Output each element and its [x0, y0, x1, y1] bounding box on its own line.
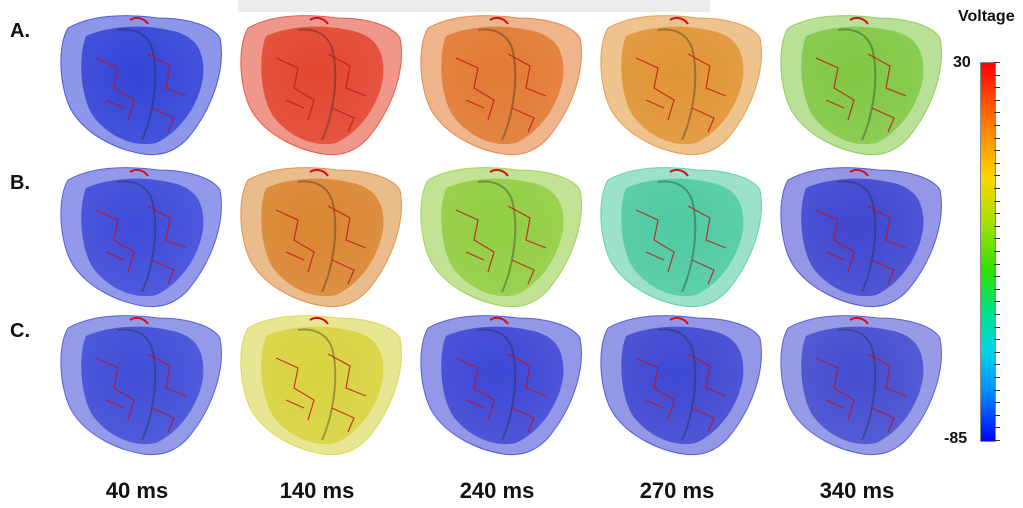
heart-render-b-340ms [768, 160, 946, 310]
colorbar-tick [994, 87, 1000, 89]
heart-render-b-240ms [408, 160, 586, 310]
colorbar-tick [994, 301, 1000, 303]
colorbar-tick [994, 162, 1000, 164]
heart-render-c-340ms [768, 308, 946, 458]
heart-render-c-140ms [228, 308, 406, 458]
time-label-140: 140 ms [279, 478, 355, 503]
heart-render-c-40ms [48, 308, 226, 458]
colorbar-tick [994, 326, 1000, 328]
time-label-40: 40 ms [105, 478, 169, 503]
colorbar-tick [994, 225, 1000, 227]
colorbar-tick [994, 213, 1000, 215]
colorbar-tick [994, 414, 1000, 416]
heart-render-a-140ms [228, 8, 406, 158]
heart-render-b-270ms [588, 160, 766, 310]
colorbar-tick [994, 440, 1000, 441]
colorbar-tick [994, 427, 1000, 429]
colorbar-tick [994, 288, 1000, 290]
legend-min: -85 [944, 430, 968, 447]
colorbar-tick [994, 200, 1000, 202]
top-strip [238, 0, 710, 12]
colorbar-tick [994, 389, 1000, 391]
heart-render-b-140ms [228, 160, 406, 310]
legend-title: Voltage [958, 8, 1015, 25]
colorbar-tick [994, 351, 1000, 353]
colorbar-tick [994, 125, 1000, 126]
legend-max: 30 [953, 54, 971, 71]
colorbar-tick [994, 150, 1000, 152]
colorbar-tick [994, 251, 1000, 252]
colorbar-tick [994, 238, 1000, 240]
colorbar-tick [994, 175, 1000, 177]
time-label-270: 270 ms [639, 478, 715, 503]
time-label-240: 240 ms [459, 478, 535, 503]
voltage-colorbar [980, 62, 996, 442]
colorbar-tick [994, 402, 1000, 404]
colorbar-tick [994, 364, 1000, 366]
row-label-b: B. [10, 172, 30, 194]
colorbar-tick [994, 137, 1000, 139]
colorbar-tick [994, 62, 1000, 63]
colorbar-tick [994, 339, 1000, 341]
heart-render-c-270ms [588, 308, 766, 458]
colorbar-tick [994, 263, 1000, 265]
row-label-a: A. [10, 20, 30, 42]
colorbar-tick [994, 314, 1000, 315]
heart-render-a-270ms [588, 8, 766, 158]
colorbar-tick [994, 188, 1000, 189]
heart-render-a-340ms [768, 8, 946, 158]
colorbar-tick [994, 112, 1000, 114]
heart-render-a-40ms [48, 8, 226, 158]
colorbar-tick [994, 276, 1000, 278]
heart-render-b-40ms [48, 160, 226, 310]
colorbar-tick [994, 74, 1000, 76]
colorbar-tick [994, 377, 1000, 378]
heart-render-c-240ms [408, 308, 586, 458]
time-label-340: 340 ms [819, 478, 895, 503]
heart-render-a-240ms [408, 8, 586, 158]
colorbar-tick [994, 99, 1000, 101]
row-label-c: C. [10, 320, 30, 342]
